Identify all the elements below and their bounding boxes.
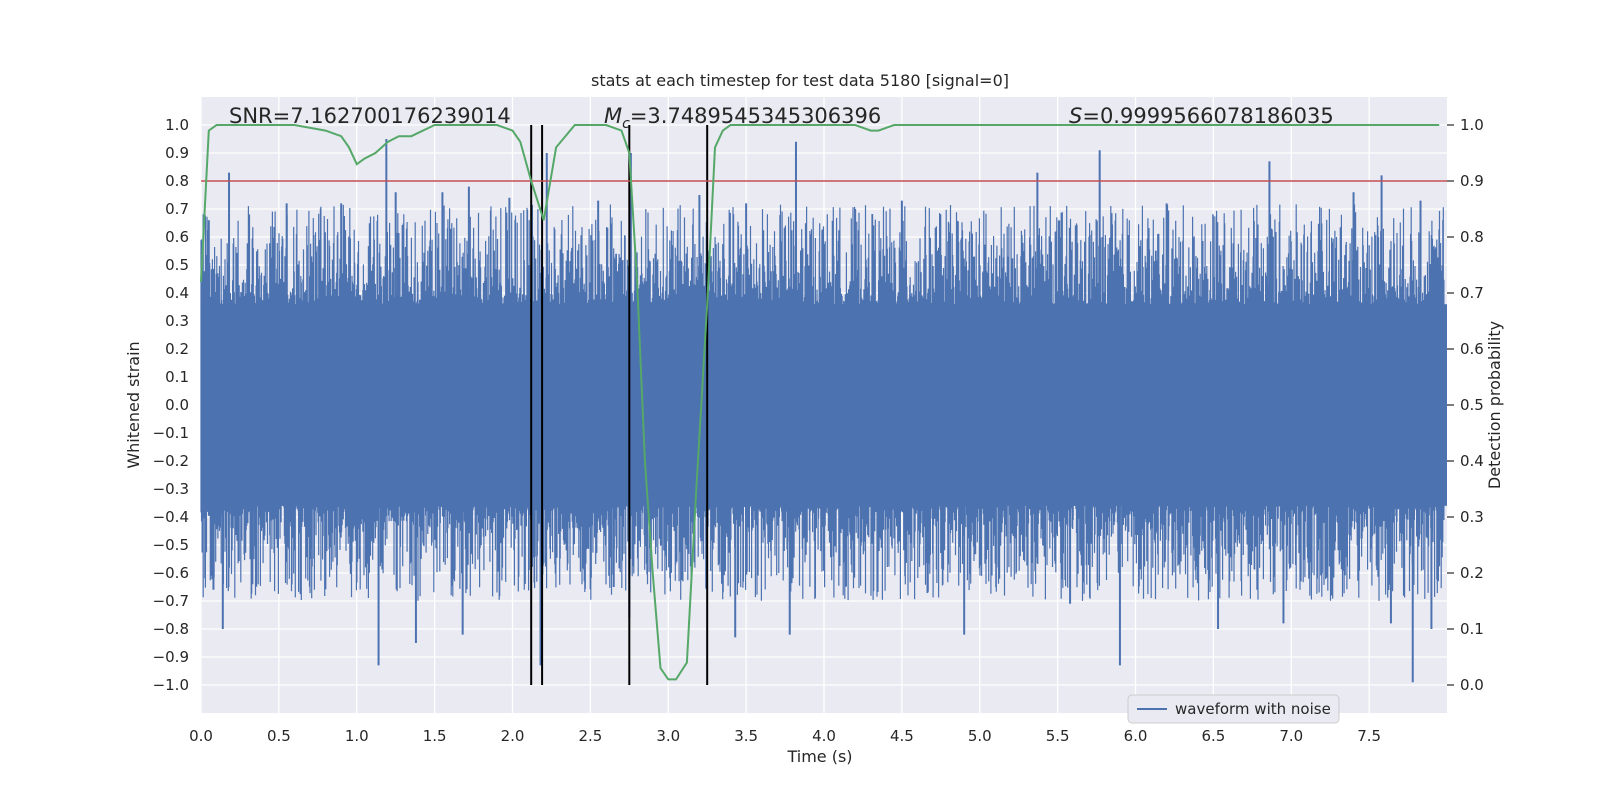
x-tick-label: 3.5: [734, 727, 758, 745]
y-tick-label: −1.0: [153, 676, 189, 694]
snr-annotation: SNR=7.162700176239014: [229, 104, 511, 128]
x-tick-label: 7.0: [1279, 727, 1303, 745]
y2-tick-label: 0.3: [1460, 508, 1484, 526]
axes: 0.0 0.5 1.0 1.5 2.0 2.5 3.0 3.5 4.0 4.5 5.0 5.5 6.0 6…: [153, 116, 1484, 745]
y-tick-label: 0.7: [165, 200, 189, 218]
y-tick-label: −0.8: [153, 620, 189, 638]
x-tick-label: 6.5: [1201, 727, 1225, 745]
x-tick-label: 6.0: [1124, 727, 1148, 745]
y-tick-label: 0.1: [165, 368, 189, 386]
y2-axis-label: Detection probability: [1485, 321, 1504, 489]
y2-tick-label: 1.0: [1460, 116, 1484, 134]
s-symbol: S: [1069, 104, 1082, 128]
x-tick-label: 4.5: [890, 727, 914, 745]
y2-tick-label: 0.5: [1460, 396, 1484, 414]
y2-tick-label: 0.1: [1460, 620, 1484, 638]
x-tick-label: 1.0: [345, 727, 369, 745]
y-tick-label: −0.9: [153, 648, 189, 666]
y2-tick-label: 0.6: [1460, 340, 1484, 358]
y2-tick-label: 0.0: [1460, 676, 1484, 694]
chirp-mass-annotation: Mc=3.7489545345306396: [604, 104, 881, 132]
y-tick-label: −0.6: [153, 564, 189, 582]
x-tick-label: 5.5: [1046, 727, 1070, 745]
probability-line: [200, 124, 1440, 681]
y-tick-label: 0.4: [165, 284, 189, 302]
x-tick-label: 2.5: [578, 727, 602, 745]
strain-noise: [200, 204, 1445, 601]
y-tick-label: −0.4: [153, 508, 189, 526]
x-tick-label: 0.0: [189, 727, 213, 745]
probability-series: [200, 124, 1447, 681]
x-tick-label: 3.0: [656, 727, 680, 745]
s-value: =0.9999566078186035: [1082, 104, 1333, 128]
y2-tick-label: 0.9: [1460, 172, 1484, 190]
y-tick-label: −0.1: [153, 424, 189, 442]
x-tick-label: 7.5: [1357, 727, 1381, 745]
x-axis-label: Time (s): [786, 747, 852, 766]
legend-label: waveform with noise: [1175, 700, 1331, 718]
y-tick-label: 0.9: [165, 144, 189, 162]
chart-title: stats at each timestep for test data 518…: [591, 71, 1009, 90]
x-tick-label: 4.0: [812, 727, 836, 745]
y-tick-label: −0.7: [153, 592, 189, 610]
y-tick-label: 1.0: [165, 116, 189, 134]
legend-box: [1127, 694, 1340, 724]
y2-tick-label: 0.8: [1460, 228, 1484, 246]
chirp-mass-symbol: M: [604, 104, 622, 128]
y-tick-label: 0.5: [165, 256, 189, 274]
y-tick-label: 0.3: [165, 312, 189, 330]
chirp-mass-value: =3.7489545345306396: [630, 104, 881, 128]
x-tick-label: 2.0: [501, 727, 525, 745]
y-tick-label: −0.2: [153, 452, 189, 470]
x-tick-label: 0.5: [267, 727, 291, 745]
s-annotation: S=0.9999566078186035: [1069, 104, 1334, 128]
y-axis-label: Whitened strain: [124, 341, 143, 468]
chirp-mass-subscript: c: [622, 116, 630, 132]
y2-tick-label: 0.4: [1460, 452, 1484, 470]
y2-tick-label: 0.7: [1460, 284, 1484, 302]
strain-series: [200, 139, 1447, 683]
x-tick-label: 1.5: [423, 727, 447, 745]
y-tick-label: 0.8: [165, 172, 189, 190]
y-tick-label: 0.6: [165, 228, 189, 246]
y-tick-label: −0.3: [153, 480, 189, 498]
legend: waveform with noise: [1127, 694, 1340, 724]
y-tick-label: 0.2: [165, 340, 189, 358]
y-tick-label: 0.0: [165, 396, 189, 414]
y2-tick-label: 0.2: [1460, 564, 1484, 582]
y-tick-label: −0.5: [153, 536, 189, 554]
x-tick-label: 5.0: [968, 727, 992, 745]
